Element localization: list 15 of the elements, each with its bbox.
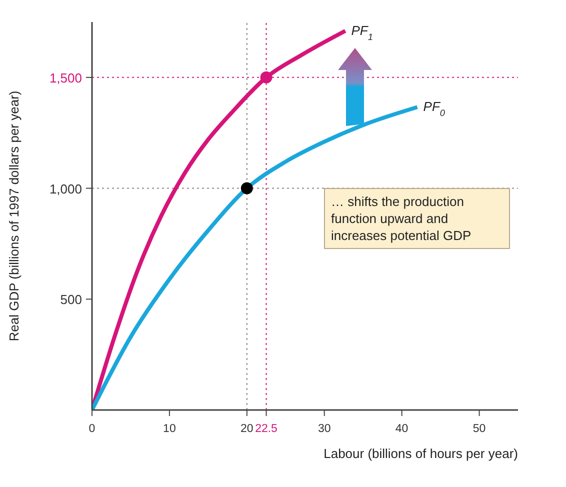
y-tick-label: 500 (60, 292, 82, 308)
x-axis-title: Labour (billions of hours per year) (324, 446, 518, 461)
x-tick-label: 0 (88, 423, 96, 435)
x-tick-label: 40 (395, 423, 408, 435)
series-label: PF$_{1}$ (351, 22, 373, 42)
series-label: PF$_{0}$ (423, 99, 445, 118)
x-tick-label: 30 (318, 423, 331, 435)
y-axis-title: Real GDP (billions of 1997 dollars per year) (6, 90, 22, 342)
x-tick-label: 20 (240, 423, 254, 435)
x-tick-label: 10 (163, 423, 176, 435)
x-tick-label: 22.5 (255, 423, 278, 435)
y-tick-label: 1,500 (49, 70, 82, 86)
x-tick-label: 50 (472, 423, 486, 435)
y-tick-label: 1,000 (49, 181, 82, 196)
note-box: … shifts the production function upward and increases potential GDP (324, 188, 510, 249)
